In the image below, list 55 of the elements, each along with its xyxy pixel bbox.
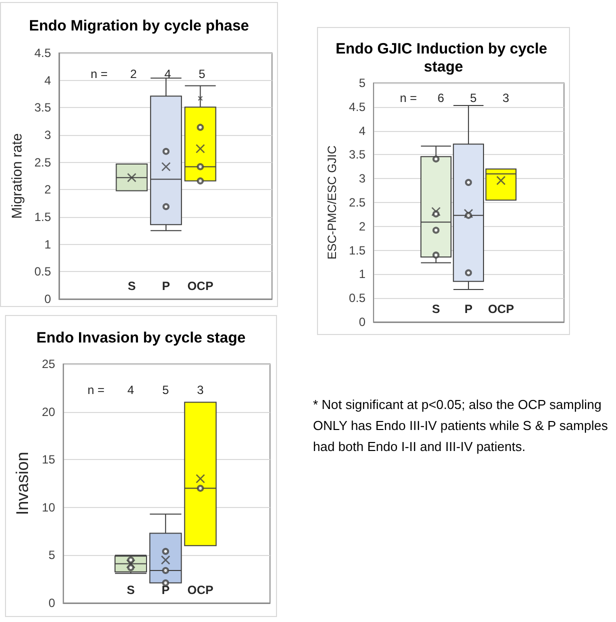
y-axis-title: Migration rate bbox=[8, 132, 24, 219]
y-tick-label: 4.5 bbox=[34, 46, 52, 60]
y-tick-label: 0.5 bbox=[348, 291, 366, 306]
annotation: 5 bbox=[162, 383, 170, 397]
annotation: 3 bbox=[502, 91, 510, 105]
text: * Not significant at p<0.05; also the OCP sampling ONLY has Endo III-IV patients while S & P samples had both Endo I-II and III-IV patients. bbox=[313, 396, 609, 456]
chart-title: Endo Migration by cycle phase bbox=[28, 18, 250, 34]
y-tick-label: 10 bbox=[42, 500, 56, 514]
y-tick-label: 4 bbox=[44, 73, 52, 88]
text: n = bbox=[90, 67, 108, 81]
y-tick-label: 4 bbox=[358, 124, 366, 138]
y-tick-label: 2 bbox=[44, 182, 52, 197]
y-tick-label: 5 bbox=[48, 548, 56, 562]
y-tick-label: 5 bbox=[358, 76, 366, 90]
annotation: 3 bbox=[197, 383, 204, 397]
chart-title: Endo Invasion by cycle stage bbox=[36, 330, 246, 346]
x-tick-label: P bbox=[464, 302, 472, 316]
annotation: 4 bbox=[164, 67, 172, 81]
x-tick-label: S bbox=[432, 302, 440, 316]
y-tick-label: 1.5 bbox=[348, 243, 366, 258]
y-tick-label: 2 bbox=[358, 219, 366, 234]
y-tick-label: 1 bbox=[44, 237, 52, 252]
y-tick-label: 3.5 bbox=[34, 100, 52, 115]
y-tick-label: 2.5 bbox=[34, 155, 52, 170]
chart-title: Endo GJIC Induction by cycle stage bbox=[336, 40, 552, 76]
y-axis-title: Invasion bbox=[13, 452, 32, 516]
x-tick-label: P bbox=[162, 279, 170, 293]
y-tick-label: 1 bbox=[358, 267, 366, 282]
annotation: 2 bbox=[130, 67, 138, 81]
x-tick-label: S bbox=[128, 279, 136, 293]
annotation: 5 bbox=[198, 67, 206, 81]
text: n = bbox=[87, 383, 104, 397]
y-tick-label: 4.5 bbox=[348, 100, 366, 114]
y-tick-label: 25 bbox=[42, 357, 56, 371]
y-axis-title: ESC-PMC/ESC GJIC bbox=[325, 145, 339, 260]
y-tick-label: 0 bbox=[44, 292, 52, 306]
x-tick-label: OCP bbox=[187, 279, 214, 293]
x-tick-label: S bbox=[126, 583, 135, 597]
x-tick-label: OCP bbox=[187, 583, 214, 597]
y-tick-label: 2.5 bbox=[348, 196, 366, 210]
x-tick-label: P bbox=[162, 583, 170, 597]
y-tick-label: 0.5 bbox=[34, 264, 52, 279]
text: n = bbox=[400, 91, 417, 105]
annotation: 5 bbox=[470, 91, 477, 105]
y-tick-label: 3 bbox=[358, 172, 366, 186]
y-tick-label: 0 bbox=[358, 315, 366, 329]
annotation: 4 bbox=[127, 383, 134, 397]
y-tick-label: 0 bbox=[48, 596, 56, 610]
y-tick-label: 1.5 bbox=[34, 210, 52, 224]
y-tick-label: 20 bbox=[42, 404, 56, 419]
x-tick-label: OCP bbox=[488, 302, 514, 316]
y-tick-label: 3.5 bbox=[348, 148, 366, 162]
annotation: 6 bbox=[438, 91, 444, 105]
y-tick-label: 3 bbox=[44, 128, 52, 142]
y-tick-label: 15 bbox=[42, 452, 56, 467]
